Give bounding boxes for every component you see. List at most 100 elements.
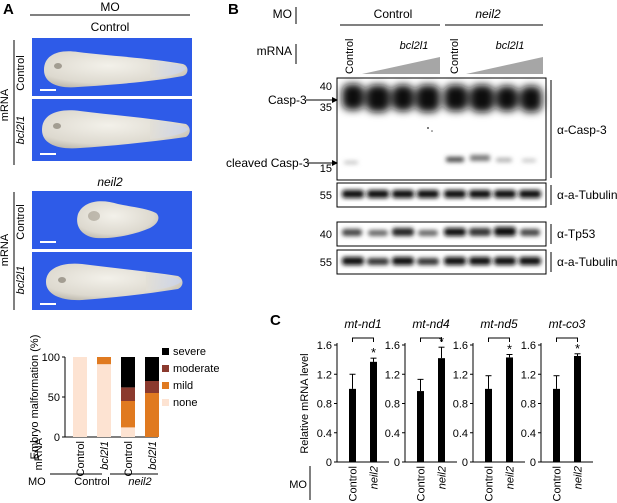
malformation-bar-none bbox=[97, 364, 111, 437]
blot-casp3 bbox=[336, 77, 547, 181]
panel-b-col-bcl2l1-1: bcl2l1 bbox=[400, 40, 429, 52]
malformation-mo-control: Control bbox=[74, 476, 109, 488]
panel-b-dose-wedge-2 bbox=[466, 57, 543, 74]
panel-a-row-bcl2l1-bottom: bcl2l1 bbox=[15, 266, 27, 295]
qpcr-category-label: neil2 bbox=[437, 466, 449, 489]
embryo-image-neil2-control bbox=[32, 191, 192, 249]
panel-a-row-control-top: Control bbox=[15, 55, 27, 90]
malformation-ytick-label: 0 bbox=[54, 432, 60, 444]
qpcr-ytick-label: 1.6 bbox=[385, 340, 400, 352]
qpcr-significance-bracket bbox=[420, 337, 442, 342]
malformation-bar-mild bbox=[145, 393, 159, 437]
qpcr-chart-mt-nd1: mt-nd1 0 0.4 0.8 1.2 1.6 Control neil2 * bbox=[317, 317, 389, 501]
malformation-bar-moderate bbox=[121, 387, 135, 401]
qpcr-ytick-label: 1.2 bbox=[317, 369, 332, 381]
qpcr-ytick-label: 0.4 bbox=[385, 428, 400, 440]
label-cleaved-casp3: cleaved Casp-3 bbox=[226, 156, 310, 170]
qpcr-category-label: neil2 bbox=[369, 466, 381, 489]
qpcr-ytick-label: 0.4 bbox=[317, 428, 332, 440]
legend-swatch-severe bbox=[162, 348, 169, 355]
legend-swatch-none bbox=[162, 399, 169, 406]
marker-55-a: 55 bbox=[320, 190, 332, 202]
qpcr-bar bbox=[553, 388, 560, 462]
qpcr-ytick-label: 0.4 bbox=[453, 428, 468, 440]
marker-40-b: 40 bbox=[320, 229, 332, 241]
qpcr-chart-mt-nd4: mt-nd4 0 0.4 0.8 1.2 1.6 Control neil2 * bbox=[385, 317, 457, 501]
qpcr-category-label: neil2 bbox=[505, 466, 517, 489]
qpcr-significance-bracket bbox=[488, 337, 510, 342]
panel-a-row-control-bottom: Control bbox=[15, 204, 27, 239]
legend-swatch-moderate bbox=[162, 365, 169, 372]
legend-label-mild: mild bbox=[173, 380, 193, 392]
panel-c-letter: C bbox=[270, 312, 281, 329]
qpcr-title: mt-co3 bbox=[549, 317, 586, 331]
panel-b-mrna-label: mRNA bbox=[257, 44, 292, 58]
malformation-category-label: Control bbox=[123, 441, 135, 476]
malformation-category-label: bcl2l1 bbox=[99, 441, 111, 470]
qpcr-category-label: Control bbox=[416, 466, 428, 501]
malformation-chart-legend: severe moderate mild none bbox=[162, 346, 219, 409]
qpcr-ytick-label: 1.6 bbox=[453, 340, 468, 352]
antibody-casp3: α-Casp-3 bbox=[557, 123, 607, 137]
panel-b-group-neil2: neil2 bbox=[475, 7, 501, 21]
panel-b-letter: B bbox=[228, 1, 239, 18]
qpcr-ytick-label: 1.6 bbox=[317, 340, 332, 352]
qpcr-bar bbox=[349, 388, 356, 462]
qpcr-ytick-label: 0.4 bbox=[521, 428, 536, 440]
qpcr-significance-bracket bbox=[556, 337, 578, 342]
blot-tubulin-2 bbox=[336, 249, 547, 275]
marker-35: 35 bbox=[320, 102, 332, 114]
qpcr-bar bbox=[370, 361, 377, 462]
qpcr-title: mt-nd1 bbox=[344, 317, 381, 331]
panel-a-mrna-label-bottom: mRNA bbox=[0, 233, 11, 266]
panel-a-group-control: Control bbox=[91, 20, 130, 34]
malformation-bar-none bbox=[121, 427, 135, 437]
qpcr-charts: mt-nd1 0 0.4 0.8 1.2 1.6 Control neil2 * mt-nd4 0 0… bbox=[317, 317, 593, 501]
qpcr-ytick-label: 0.8 bbox=[453, 399, 468, 411]
panel-a-letter: A bbox=[3, 1, 14, 18]
antibody-tubulin-2: α-a-Tubulin bbox=[557, 255, 617, 269]
qpcr-ytick-label: 0.8 bbox=[521, 399, 536, 411]
antibody-tubulin-1: α-a-Tubulin bbox=[557, 188, 617, 202]
qpcr-ytick-label: 0.8 bbox=[317, 399, 332, 411]
qpcr-category-label: Control bbox=[348, 466, 360, 501]
qpcr-chart-mt-co3: mt-co3 0 0.4 0.8 1.2 1.6 Control neil2 * bbox=[521, 317, 593, 501]
malformation-ytick-label: 100 bbox=[42, 352, 60, 364]
label-casp3: Casp-3 bbox=[268, 93, 307, 107]
qpcr-ytick-label: 1.2 bbox=[453, 369, 468, 381]
qpcr-title: mt-nd5 bbox=[480, 317, 518, 331]
malformation-chart-bars bbox=[73, 357, 159, 437]
panel-c-mo-label: MO bbox=[289, 479, 307, 491]
qpcr-ytick-label: 0.8 bbox=[385, 399, 400, 411]
qpcr-significance-star: * bbox=[507, 342, 512, 357]
qpcr-significance-star: * bbox=[371, 345, 376, 360]
qpcr-ytick-label: 1.2 bbox=[521, 369, 536, 381]
malformation-bar-mild bbox=[121, 401, 135, 428]
embryo-image-neil2-bcl2l1 bbox=[32, 252, 192, 310]
embryo-image-control-bcl2l1 bbox=[32, 99, 192, 161]
qpcr-significance-star: * bbox=[439, 334, 444, 349]
qpcr-category-label: neil2 bbox=[573, 466, 585, 489]
blot-tubulin-1 bbox=[336, 182, 547, 208]
qpcr-ytick-label: 1.6 bbox=[521, 340, 536, 352]
qpcr-chart-mt-nd5: mt-nd5 0 0.4 0.8 1.2 1.6 Control neil2 * bbox=[453, 317, 525, 501]
qpcr-significance-bracket bbox=[352, 337, 374, 342]
marker-55-b: 55 bbox=[320, 257, 332, 269]
malformation-bar-moderate bbox=[145, 381, 159, 393]
qpcr-ytick-label: 1.2 bbox=[385, 369, 400, 381]
malformation-row-label-mrna: mRNA bbox=[33, 437, 45, 470]
qpcr-significance-star: * bbox=[575, 341, 580, 356]
panel-b-col-control-1: Control bbox=[344, 39, 356, 74]
malformation-ytick-label: 50 bbox=[48, 392, 60, 404]
legend-label-severe: severe bbox=[173, 346, 206, 358]
panel-a-group-neil2: neil2 bbox=[97, 175, 123, 189]
legend-label-moderate: moderate bbox=[173, 363, 219, 375]
panel-a-mrna-label-top: mRNA bbox=[0, 88, 11, 121]
malformation-bar-severe bbox=[145, 357, 159, 381]
qpcr-ytick-label: 0 bbox=[530, 457, 536, 469]
blot-tp53 bbox=[336, 221, 547, 247]
panel-b-col-bcl2l1-2: bcl2l1 bbox=[496, 40, 525, 52]
qpcr-bar bbox=[506, 357, 513, 462]
panel-a-row-bcl2l1-top: bcl2l1 bbox=[15, 116, 27, 145]
